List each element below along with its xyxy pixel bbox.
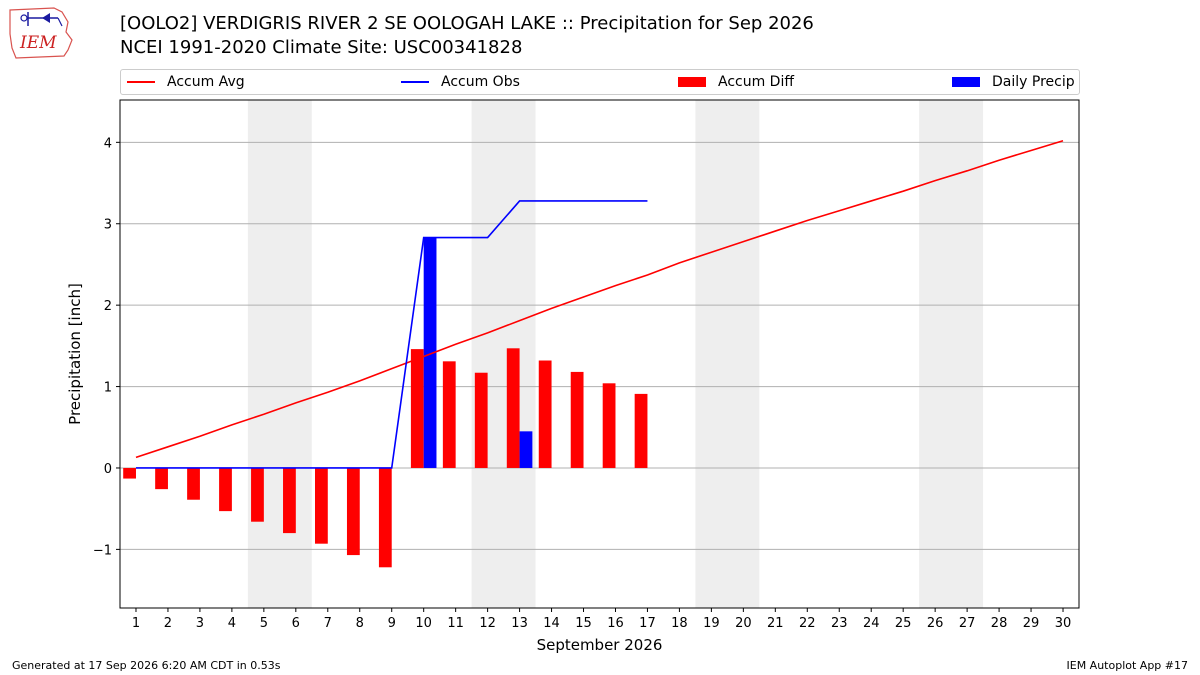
y-tick-label: 1 (104, 381, 112, 396)
iem-logo: IEM (6, 4, 82, 60)
x-tick-label: 7 (324, 616, 332, 631)
accum-diff-bar (410, 349, 424, 468)
y-tick-label: 2 (104, 299, 112, 314)
x-tick-label: 6 (292, 616, 300, 631)
weekend-shading (247, 100, 984, 608)
x-tick-label: 25 (895, 616, 912, 631)
x-tick-label: 26 (927, 616, 944, 631)
daily-precip-bar (519, 431, 533, 468)
logo-text: IEM (19, 33, 57, 53)
x-tick-label: 1 (132, 616, 140, 631)
legend-label: Accum Obs (441, 74, 520, 90)
footer-generated: Generated at 17 Sep 2026 6:20 AM CDT in … (12, 659, 281, 672)
x-tick-label: 12 (479, 616, 496, 631)
x-tick-label: 2 (164, 616, 172, 631)
y-gridlines (120, 141, 1079, 550)
accum-diff-bar (219, 467, 232, 512)
chart-subtitle: NCEI 1991-2020 Climate Site: USC00341828 (120, 37, 523, 58)
weekend-band (471, 100, 536, 608)
accum-avg-line (135, 139, 1064, 459)
x-tick-label: 15 (575, 616, 592, 631)
x-tick-label: 23 (831, 616, 848, 631)
x-tick-label: 27 (959, 616, 976, 631)
accum-diff-bar (251, 467, 264, 522)
accum-diff-bar (570, 371, 584, 468)
x-tick-label: 19 (703, 616, 720, 631)
legend-swatch-daily-precip (952, 77, 980, 87)
accum-diff-bar (346, 467, 360, 556)
x-tick-label: 5 (260, 616, 268, 631)
legend-item-accum-avg: Accum Avg (127, 70, 245, 94)
accum-diff-bar (634, 393, 648, 468)
x-tick-label: 9 (388, 616, 396, 631)
accum-diff-bar (442, 361, 456, 468)
x-tick-label: 16 (607, 616, 624, 631)
x-tick-label: 18 (671, 616, 688, 631)
legend-swatch-accum-obs (401, 81, 429, 83)
accum-diff-bar (538, 360, 552, 468)
x-tick-label: 22 (799, 616, 816, 631)
weekend-band (919, 100, 984, 608)
lines (135, 139, 1064, 469)
accum-diff-bar (123, 467, 136, 479)
x-tick-label: 14 (543, 616, 560, 631)
weekend-band (247, 100, 312, 608)
x-tick-label: 20 (735, 616, 752, 631)
accum-diff-bar (314, 467, 328, 544)
x-axis-label: September 2026 (537, 636, 663, 654)
x-tick-label: 13 (511, 616, 528, 631)
y-tick-label: 3 (104, 218, 112, 233)
plot-frame (119, 99, 1080, 609)
x-tick-label: 10 (415, 616, 432, 631)
legend-swatch-accum-avg (127, 81, 155, 83)
x-tick-label: 8 (356, 616, 364, 631)
daily-precip-bar (423, 237, 437, 468)
legend-swatch-accum-diff (678, 77, 706, 87)
accum-diff-bar (283, 467, 296, 534)
y-tick-label: −1 (93, 543, 112, 558)
legend: Accum Avg Accum Obs Accum Diff Daily Pre… (120, 69, 1080, 95)
accum-diff-bar (474, 372, 488, 468)
accum-diff-bar (378, 467, 392, 568)
legend-item-daily-precip: Daily Precip (952, 70, 1075, 94)
x-tick-label: 28 (991, 616, 1008, 631)
weekend-band (695, 100, 760, 608)
x-tick-label: 30 (1055, 616, 1072, 631)
legend-label: Accum Avg (167, 74, 245, 90)
accum-diff-bar (506, 348, 520, 468)
x-tick-label: 24 (863, 616, 880, 631)
accum-diff-bar (155, 467, 168, 490)
y-axis-label: Precipitation [inch] (66, 283, 84, 425)
x-tick-label: 29 (1023, 616, 1040, 631)
x-tick-label: 21 (767, 616, 784, 631)
legend-item-accum-obs: Accum Obs (401, 70, 520, 94)
chart-title: [OOLO2] VERDIGRIS RIVER 2 SE OOLOGAH LAK… (120, 13, 814, 34)
legend-label: Daily Precip (992, 74, 1075, 90)
accum-diff-bar (602, 383, 616, 468)
legend-item-accum-diff: Accum Diff (678, 70, 794, 94)
legend-label: Accum Diff (718, 74, 795, 90)
x-tick-label: 17 (639, 616, 656, 631)
accum-obs-line (135, 200, 648, 469)
accum-diff-bar (187, 467, 200, 500)
y-tick-label: 4 (104, 136, 112, 151)
footer-app: IEM Autoplot App #17 (1066, 659, 1189, 672)
x-tick-label: 3 (196, 616, 204, 631)
bars (123, 237, 648, 568)
y-tick-label: 0 (104, 462, 112, 477)
x-tick-label: 4 (228, 616, 236, 631)
x-tick-label: 11 (447, 616, 464, 631)
